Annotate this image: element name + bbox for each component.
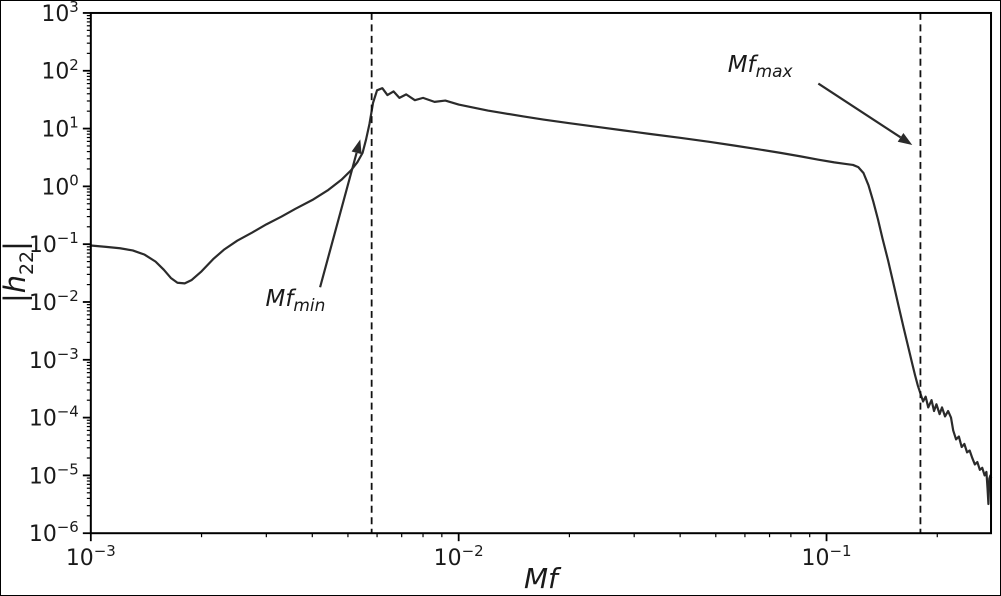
y-tick-label: 10−1 xyxy=(29,229,79,258)
major-ticks xyxy=(82,12,828,542)
annotation-mf-min-label: Mfmin xyxy=(266,286,326,315)
x-tick-label: 10−3 xyxy=(66,542,116,571)
series-curves xyxy=(89,87,993,506)
annotation-mf-min-arrow xyxy=(319,152,358,288)
y-tick-label: 10−4 xyxy=(29,403,79,432)
tick-labels: 10−3 10−2 10−1 103 102 101 100 10−1 10−2 10−3 10−4… xyxy=(29,1,852,571)
frequency-bound-lines xyxy=(370,12,922,534)
x-axis-label: Mf xyxy=(524,562,562,595)
y-tick-label: 10−3 xyxy=(29,345,79,374)
x-tick-label: 10−2 xyxy=(434,542,484,571)
annotations: Mfmin Mfmax xyxy=(266,52,913,315)
annotation-mf-max-arrow xyxy=(817,82,902,139)
y-tick-label: 102 xyxy=(41,56,78,85)
h22-amplitude-spectrum-curve xyxy=(89,87,993,506)
annotation-mf-max-label: Mfmax xyxy=(728,52,794,81)
axes-frame xyxy=(89,11,993,535)
x-tick-label: 10−1 xyxy=(802,542,852,571)
y-tick-label: 101 xyxy=(41,114,78,143)
minor-ticks xyxy=(86,15,938,538)
y-tick-label: 103 xyxy=(41,1,78,27)
y-tick-label: 100 xyxy=(41,171,78,200)
y-tick-label: 10−6 xyxy=(29,518,79,547)
annotation-mf-max-arrowhead xyxy=(897,133,913,146)
y-axis-label: |h̃22| xyxy=(1,241,38,303)
annotation-mf-min-arrowhead xyxy=(351,139,362,155)
y-tick-label: 10−5 xyxy=(29,460,79,489)
y-tick-label: 10−2 xyxy=(29,287,79,316)
